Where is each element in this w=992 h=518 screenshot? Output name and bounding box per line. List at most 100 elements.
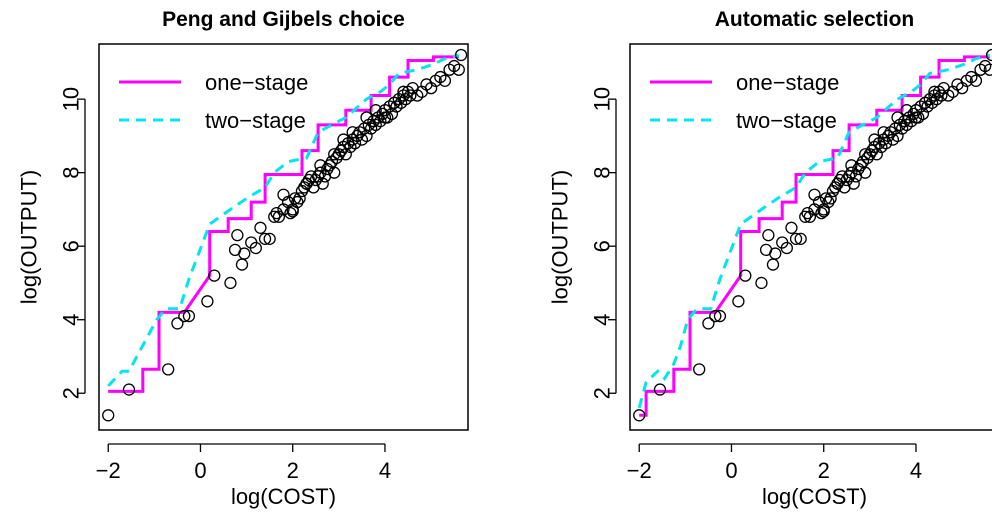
data-point — [785, 221, 798, 234]
chart-title: Peng and Gijbels choice — [162, 8, 405, 31]
data-point — [162, 363, 175, 376]
data-point — [360, 111, 373, 124]
data-point — [713, 309, 727, 323]
data-point — [369, 104, 382, 117]
x-tick-label: 0 — [194, 458, 206, 483]
data-point — [270, 206, 283, 220]
data-point — [877, 126, 890, 139]
data-point — [935, 89, 948, 102]
data-point — [231, 229, 244, 242]
y-tick-label: 8 — [59, 167, 84, 179]
data-point — [224, 276, 237, 290]
data-point — [983, 63, 992, 76]
x-tick-label: −2 — [627, 458, 652, 483]
data-point — [702, 317, 715, 330]
data-point — [254, 221, 267, 234]
x-tick-label: 2 — [818, 458, 830, 483]
y-tick-label: 2 — [59, 387, 84, 399]
data-point — [378, 111, 392, 124]
x-tick-label: 4 — [379, 458, 391, 483]
data-point — [235, 258, 249, 271]
data-point — [238, 247, 251, 260]
data-point — [328, 166, 341, 179]
y-tick-label: 2 — [590, 387, 615, 399]
data-point — [337, 133, 350, 146]
data-point — [732, 295, 745, 308]
data-point — [208, 269, 221, 282]
data-point — [454, 48, 468, 62]
data-point — [328, 148, 341, 161]
data-point — [801, 206, 814, 220]
plot-frame — [98, 43, 469, 431]
legend: one−stage two−stage — [119, 70, 308, 133]
data-point — [653, 383, 667, 396]
data-point — [709, 309, 722, 323]
data-point — [201, 295, 214, 308]
data-point — [293, 192, 306, 205]
data-point — [249, 241, 262, 255]
y-axis: 2 4 6 8 10 — [590, 87, 617, 399]
data-point — [258, 232, 272, 245]
data-point — [831, 177, 844, 190]
data-point — [868, 133, 881, 146]
data-point — [845, 159, 858, 172]
data-point — [847, 177, 860, 190]
legend-label-one-stage: one−stage — [205, 70, 308, 95]
data-point — [794, 232, 807, 245]
data-point — [693, 363, 706, 376]
x-tick-label: 0 — [725, 458, 737, 483]
data-point — [452, 63, 465, 76]
data-point — [766, 258, 780, 271]
legend-label-two-stage: two−stage — [736, 108, 837, 133]
y-tick-label: 6 — [590, 240, 615, 252]
y-axis: 2 4 6 8 10 — [59, 87, 86, 399]
data-point — [909, 111, 923, 124]
data-point — [808, 188, 821, 201]
x-tick-label: 2 — [287, 458, 299, 483]
data-point — [919, 96, 932, 109]
x-tick-label: −2 — [96, 458, 121, 483]
data-point — [300, 177, 313, 190]
y-axis-label: log(OUTPUT) — [17, 170, 42, 304]
legend-label-two-stage: two−stage — [205, 108, 306, 133]
legend-label-one-stage: one−stage — [736, 70, 839, 95]
data-point — [755, 276, 768, 290]
x-axis-label: log(COST) — [231, 484, 336, 509]
data-point — [900, 104, 913, 117]
data-point — [824, 192, 837, 205]
series-line-one-stage — [639, 55, 990, 417]
data-point — [985, 48, 992, 62]
data-point — [789, 232, 803, 245]
x-tick-label: 4 — [910, 458, 922, 483]
data-point — [346, 126, 359, 139]
y-axis-label: log(OUTPUT) — [548, 170, 573, 304]
y-tick-label: 6 — [59, 240, 84, 252]
data-point — [438, 74, 452, 87]
x-axis: −2 0 2 4 — [627, 443, 922, 483]
data-point — [633, 409, 646, 422]
data-point — [263, 232, 276, 245]
data-point — [314, 159, 327, 172]
data-point — [388, 96, 401, 109]
series-line-two-stage — [637, 53, 991, 409]
data-point — [969, 74, 983, 87]
data-point — [397, 85, 410, 98]
data-point — [780, 241, 793, 255]
chart-title: Automatic selection — [715, 8, 915, 31]
chart-panel-peng-gijbels: Peng and Gijbels choice one−stage two−st… — [17, 8, 469, 509]
series-line-two-stage — [107, 53, 460, 387]
data-point — [891, 111, 904, 124]
data-point — [739, 269, 752, 282]
x-axis-label: log(COST) — [762, 484, 867, 509]
y-tick-label: 4 — [590, 314, 615, 326]
data-point — [178, 309, 191, 323]
data-point — [762, 229, 775, 242]
legend: one−stage two−stage — [650, 70, 839, 133]
x-axis: −2 0 2 4 — [96, 443, 391, 483]
data-point — [817, 205, 830, 218]
series-layer — [102, 48, 468, 422]
data-point — [769, 247, 782, 260]
data-point — [928, 85, 941, 98]
data-point — [286, 205, 299, 218]
